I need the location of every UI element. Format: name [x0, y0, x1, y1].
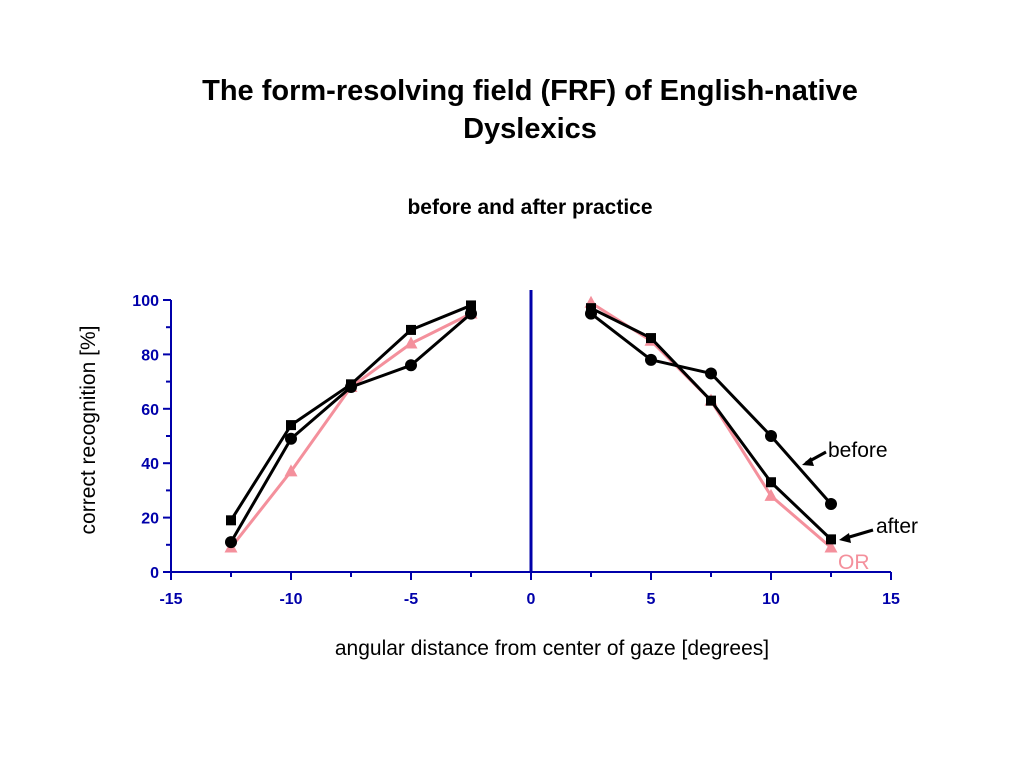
point-before — [465, 307, 477, 320]
chart-title-line-2: Dyslexics — [463, 113, 597, 145]
x-axis-label: angular distance from center of gaze [de… — [335, 637, 769, 660]
chart-subtitle: before and after practice — [407, 196, 653, 219]
x-tick-label: -5 — [404, 591, 418, 608]
point-after — [826, 534, 836, 545]
point-before — [585, 307, 597, 320]
x-tick-label: -10 — [279, 591, 302, 608]
y-tick-label: 0 — [150, 565, 159, 582]
y-tick-label: 20 — [141, 511, 159, 528]
point-after — [406, 324, 416, 335]
axes: -15 -10 -5 0 5 10 15 0 20 40 60 80 100 — [132, 290, 900, 608]
point-before — [345, 381, 357, 394]
point-after — [466, 300, 476, 311]
x-tick-label: 15 — [882, 591, 900, 608]
point-or — [764, 488, 778, 501]
label-before: before — [828, 439, 888, 462]
y-tick-label: 60 — [141, 402, 159, 419]
y-tick-label: 40 — [141, 456, 159, 473]
label-after: after — [876, 515, 918, 538]
series-line-before-left — [229, 312, 472, 543]
point-before — [225, 536, 237, 549]
point-before — [285, 432, 297, 445]
series-layer — [224, 295, 838, 553]
point-after — [646, 333, 656, 344]
series-before — [225, 307, 837, 549]
point-before — [765, 430, 777, 442]
label-or: OR — [838, 551, 870, 574]
point-before — [705, 367, 717, 380]
point-or — [284, 464, 298, 477]
point-before — [645, 353, 657, 366]
y-axis-label: correct recognition [%] — [77, 326, 100, 535]
series-line-after-left — [229, 304, 472, 522]
series-line-before-right — [590, 312, 833, 505]
series-line-or-right — [590, 301, 832, 549]
x-tick-label: 5 — [647, 591, 656, 608]
series-line-or-left — [229, 312, 472, 549]
y-tick-label: 80 — [141, 347, 159, 364]
point-before — [405, 359, 417, 372]
point-after — [286, 420, 296, 431]
chart-title: The form-resolving field (FRF) of Englis… — [0, 72, 1024, 148]
x-tick-label: 0 — [527, 591, 536, 608]
point-after — [766, 477, 776, 488]
arrowhead-after — [839, 533, 851, 543]
point-after — [226, 515, 236, 526]
chart-title-line-1: The form-resolving field (FRF) of Englis… — [202, 75, 858, 107]
point-after — [706, 395, 716, 406]
arrow-after — [845, 528, 874, 540]
x-tick-label: 10 — [762, 591, 780, 608]
x-tick-label: -15 — [159, 591, 182, 608]
point-or — [824, 540, 838, 553]
y-tick-label: 100 — [132, 293, 159, 310]
arrowhead-before — [802, 457, 814, 466]
annotations: before after OR — [802, 439, 918, 574]
point-or — [404, 336, 418, 349]
point-before — [825, 498, 837, 510]
